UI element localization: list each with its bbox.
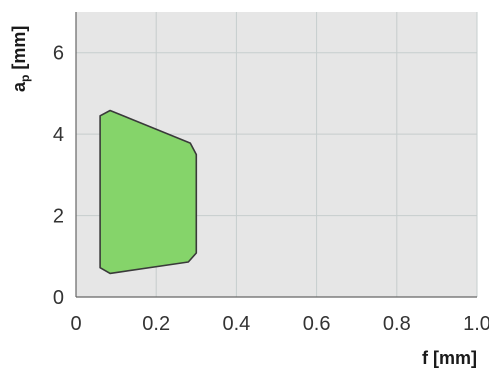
y-tick-label: 4 — [53, 124, 64, 146]
y-tick-label: 0 — [53, 287, 64, 309]
x-tick-label: 0.6 — [303, 313, 331, 335]
y-axis-title: ap [mm] — [9, 26, 32, 92]
x-tick-label: 0.4 — [222, 313, 250, 335]
y-tick-labels: 0 2 4 6 — [53, 43, 64, 309]
x-tick-label: 0.2 — [142, 313, 170, 335]
x-tick-label: 0.8 — [383, 313, 411, 335]
chipbreaking-region — [99, 109, 198, 275]
x-axis-title: f [mm] — [422, 348, 477, 368]
x-tick-label: 0 — [70, 313, 81, 335]
x-tick-labels: 0 0.2 0.4 0.6 0.8 1.0 — [70, 313, 489, 335]
y-axis-title-main: a — [9, 81, 29, 92]
y-axis-title-unit: [mm] — [9, 26, 29, 75]
y-tick-label: 2 — [53, 206, 64, 228]
x-tick-label: 1.0 — [463, 313, 489, 335]
y-tick-label: 6 — [53, 43, 64, 65]
y-axis-title-subscript: p — [18, 75, 32, 82]
